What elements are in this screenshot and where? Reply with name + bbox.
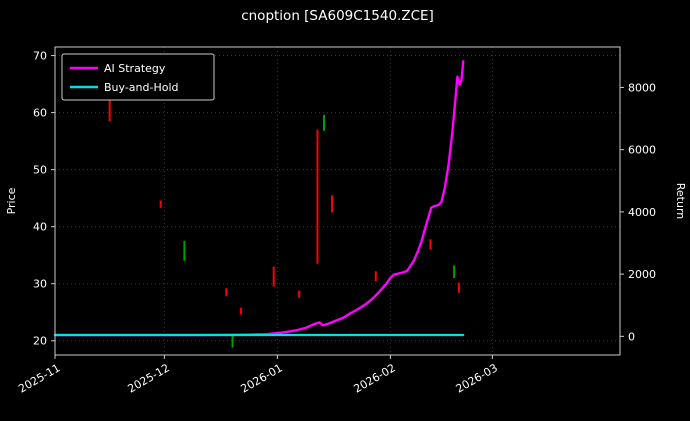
svg-text:40: 40 [33,221,47,234]
ai-strategy-line [53,60,465,337]
svg-text:2025-12: 2025-12 [126,361,172,395]
svg-text:6000: 6000 [628,144,656,157]
chart-title: cnoption [SA609C1540.ZCE] [241,8,434,24]
legend-label: Buy-and-Hold [104,81,179,94]
svg-text:8000: 8000 [628,81,656,94]
svg-text:50: 50 [33,164,47,177]
return-axis-label: Return [674,183,687,220]
svg-text:70: 70 [33,50,47,63]
candlesticks [108,99,460,348]
plot-frame [54,46,621,356]
legend-label: AI Strategy [104,62,166,75]
series-lines [53,60,465,337]
return-axis-ticks: 0 2000 4000 6000 8000 [620,81,656,343]
svg-text:2025-11: 2025-11 [16,361,62,395]
svg-text:2026-03: 2026-03 [454,361,500,395]
legend: AI Strategy Buy-and-Hold [61,53,215,101]
price-axis-ticks: 20 30 40 50 60 70 [33,50,55,348]
date-axis-ticks: 2025-11 2025-12 2026-01 2026-02 2026-03 [16,355,500,396]
svg-text:2000: 2000 [628,268,656,281]
svg-text:30: 30 [33,278,47,291]
svg-text:4000: 4000 [628,206,656,219]
svg-text:0: 0 [628,330,635,343]
svg-text:20: 20 [33,335,47,348]
svg-text:2026-01: 2026-01 [239,361,285,395]
price-axis-label: Price [5,187,18,214]
svg-text:2026-02: 2026-02 [352,361,398,395]
svg-text:60: 60 [33,107,47,120]
